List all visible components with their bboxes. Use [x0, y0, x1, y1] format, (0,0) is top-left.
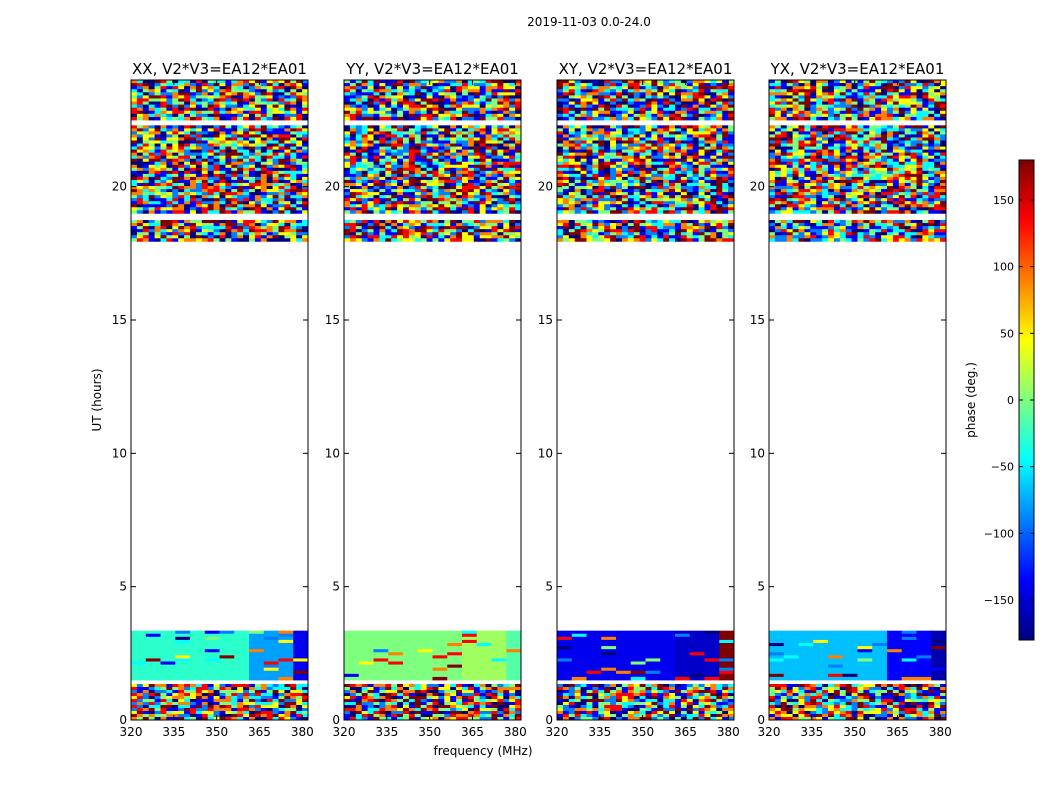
x-tick-label: 320 [333, 725, 356, 739]
y-tick-label: 15 [325, 313, 340, 327]
colorbar: −150 −100 −50 0 50 100 150 phase (deg.) [964, 159, 1035, 641]
x-tick-label: 365 [674, 725, 697, 739]
panel-4: YX, V2*V3=EA12*EA01 0 5 10 15 20 320 335 350 365 3… [750, 60, 952, 739]
colorbar-tick-label: 50 [1000, 327, 1014, 340]
colorbar-tick-label: −150 [984, 594, 1014, 607]
heatmap-band [769, 80, 947, 121]
x-tick-label: 350 [631, 725, 654, 739]
colorbar-tick-label: 100 [993, 261, 1014, 274]
colorbar-tick-label: 0 [1007, 394, 1014, 407]
heatmap-band [769, 630, 947, 681]
heatmap-band [131, 684, 309, 721]
heatmap-band [131, 125, 309, 214]
x-axis-label: frequency (MHz) [433, 744, 532, 758]
y-tick-label: 0 [545, 713, 553, 727]
x-tick-label: 380 [929, 725, 952, 739]
y-tick-label: 20 [112, 180, 127, 194]
colorbar-label: phase (deg.) [964, 362, 978, 438]
x-tick-label: 380 [504, 725, 527, 739]
heatmap-band [344, 125, 522, 214]
heatmap-band [769, 125, 947, 214]
y-tick-label: 0 [119, 713, 127, 727]
y-tick-label: 10 [325, 446, 340, 460]
y-tick-label: 10 [112, 446, 127, 460]
x-tick-label: 350 [843, 725, 866, 739]
panel-title: YX, V2*V3=EA12*EA01 [770, 60, 945, 78]
panel-frame [130, 79, 309, 721]
panel-frame [556, 79, 735, 721]
heatmap-band [769, 684, 947, 721]
y-tick-label: 5 [757, 580, 765, 594]
heatmap-band [557, 80, 735, 121]
heatmap-band [344, 80, 522, 121]
panel-title: XY, V2*V3=EA12*EA01 [559, 60, 733, 78]
heatmap-band [557, 125, 735, 214]
x-tick-label: 365 [886, 725, 909, 739]
panel-title: XX, V2*V3=EA12*EA01 [132, 60, 307, 78]
colorbar-tick-label: −50 [991, 461, 1014, 474]
heatmap-band [131, 220, 309, 242]
x-tick-label: 380 [291, 725, 314, 739]
panel-3: XY, V2*V3=EA12*EA01 0 5 10 15 20 320 335 350 365 3… [538, 60, 740, 739]
panel-frame [343, 79, 522, 721]
panel-1: XX, V2*V3=EA12*EA01 0 5 10 15 20 320 335 350 365 3… [112, 60, 314, 739]
y-tick-label: 20 [325, 180, 340, 194]
heatmap-band [344, 630, 522, 681]
x-tick-label: 380 [717, 725, 740, 739]
heatmap-band [344, 684, 522, 721]
y-tick-label: 20 [538, 180, 553, 194]
heatmap-band [344, 220, 522, 242]
x-tick-label: 350 [418, 725, 441, 739]
y-tick-label: 0 [757, 713, 765, 727]
y-tick-label: 15 [112, 313, 127, 327]
x-tick-label: 335 [588, 725, 611, 739]
x-tick-label: 335 [162, 725, 185, 739]
x-tick-label: 320 [120, 725, 143, 739]
figure-title: 2019-11-03 0.0-24.0 [527, 15, 651, 29]
panel-2: YY, V2*V3=EA12*EA01 0 5 10 15 20 320 335 350 365 3… [325, 60, 527, 739]
heatmap-band [131, 80, 309, 121]
heatmap-band [557, 630, 735, 681]
x-tick-label: 335 [800, 725, 823, 739]
panel-frame [768, 79, 947, 721]
y-axis-label: UT (hours) [90, 368, 104, 431]
x-tick-label: 350 [205, 725, 228, 739]
heatmap-band [131, 630, 309, 681]
heatmap-band [557, 684, 735, 721]
y-tick-label: 5 [332, 580, 340, 594]
heatmap-band [557, 220, 735, 242]
y-tick-label: 10 [750, 446, 765, 460]
y-tick-label: 5 [119, 580, 127, 594]
y-tick-label: 15 [538, 313, 553, 327]
colorbar-tick-label: −100 [984, 527, 1014, 540]
x-tick-label: 320 [546, 725, 569, 739]
x-tick-label: 365 [461, 725, 484, 739]
x-tick-label: 335 [375, 725, 398, 739]
y-tick-label: 0 [332, 713, 340, 727]
y-tick-label: 20 [750, 180, 765, 194]
colorbar-tick-label: 150 [993, 194, 1014, 207]
panels: XX, V2*V3=EA12*EA01 0 5 10 15 20 320 335 350 365 3… [112, 60, 952, 739]
heatmap-band [769, 220, 947, 242]
x-tick-label: 320 [758, 725, 781, 739]
y-tick-label: 15 [750, 313, 765, 327]
x-tick-label: 365 [248, 725, 271, 739]
y-tick-label: 5 [545, 580, 553, 594]
panel-title: YY, V2*V3=EA12*EA01 [345, 60, 519, 78]
y-tick-label: 10 [538, 446, 553, 460]
